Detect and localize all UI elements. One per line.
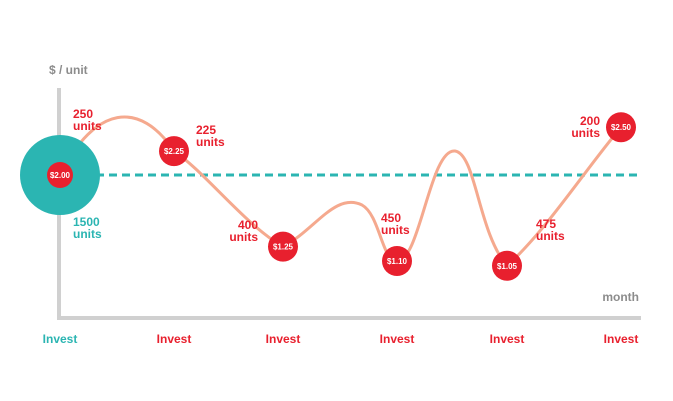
reference-units-qty: 1500: [73, 215, 100, 229]
x-tick-label: Invest: [380, 332, 415, 346]
units-label: units: [229, 230, 258, 244]
units-label: units: [571, 126, 600, 140]
units-qty-label: 450: [381, 211, 401, 225]
x-tick-label: Invest: [157, 332, 192, 346]
units-label: units: [536, 229, 565, 243]
price-label: $1.25: [273, 243, 294, 252]
x-tick-label: Invest: [266, 332, 301, 346]
data-point: [382, 246, 412, 276]
reference-marker: $2.00 1500 units: [20, 135, 102, 241]
reference-price-label: $2.00: [50, 171, 71, 180]
units-qty-label: 250: [73, 107, 93, 121]
units-label: units: [381, 223, 410, 237]
units-qty-label: 475: [536, 217, 556, 231]
reference-units-label: units: [73, 227, 102, 241]
data-point: [492, 250, 522, 281]
x-tick-label: Invest: [604, 332, 639, 346]
units-qty-label: 200: [580, 114, 600, 128]
units-qty-label: 400: [238, 218, 258, 232]
data-point: [159, 136, 189, 167]
units-label: units: [73, 119, 102, 133]
price-label: $2.25: [164, 147, 185, 156]
units-qty-label: 225: [196, 123, 216, 137]
series-line: [58, 115, 623, 268]
x-tick-label: Invest: [490, 332, 525, 346]
x-tick-labels: Invest Invest Invest Invest Invest Invest: [43, 332, 639, 346]
price-label: $2.50: [611, 123, 632, 132]
price-label: $1.10: [387, 257, 408, 266]
x-axis-title: month: [602, 290, 639, 304]
x-tick-label: Invest: [43, 332, 78, 346]
reference-point: [47, 162, 73, 188]
data-point: [606, 112, 636, 143]
price-label: $1.05: [497, 262, 518, 271]
y-axis-title: $ / unit: [49, 63, 88, 77]
units-label: units: [196, 135, 225, 149]
data-point: [268, 231, 298, 262]
